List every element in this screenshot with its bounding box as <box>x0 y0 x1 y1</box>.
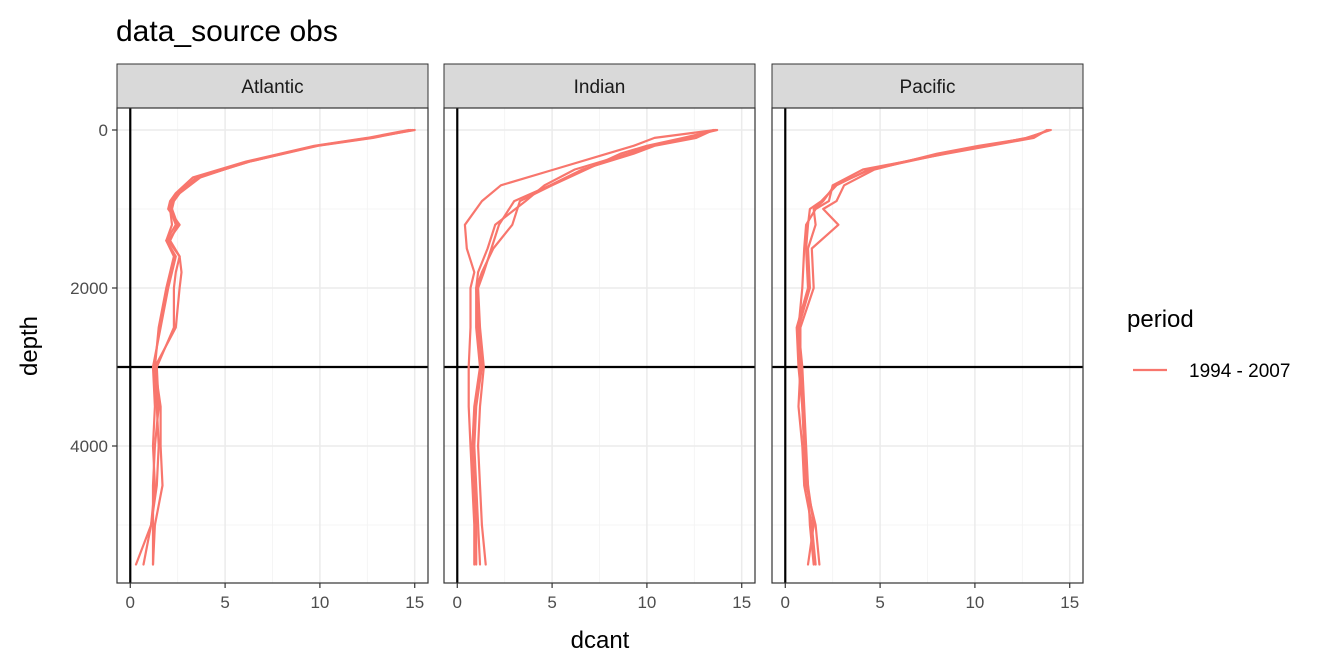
y-tick-label: 4000 <box>70 437 108 456</box>
facet-label: Indian <box>574 77 626 98</box>
series-line-1 <box>463 128 717 566</box>
legend-title: period <box>1127 306 1194 333</box>
x-tick-label: 0 <box>781 593 790 612</box>
y-tick-label: 0 <box>99 121 108 140</box>
panel-border <box>443 107 756 584</box>
x-tick-label: 0 <box>453 593 462 612</box>
x-tick-label: 10 <box>310 593 329 612</box>
facet-atlantic: Atlantic 0 5 10 15 <box>116 63 429 612</box>
x-tick-label: 5 <box>220 593 229 612</box>
chart-title: data_source obs <box>116 15 338 48</box>
x-tick-label: 0 <box>126 593 135 612</box>
x-tick-label: 10 <box>965 593 984 612</box>
x-tick-label: 15 <box>405 593 424 612</box>
facet-pacific: Pacific 0 5 10 15 <box>771 63 1084 612</box>
series-line-4 <box>151 128 412 566</box>
series-line-2 <box>471 128 717 566</box>
series-line-4 <box>797 128 1052 566</box>
x-tick-label: 15 <box>1060 593 1079 612</box>
facet-strip <box>771 63 1084 109</box>
legend: period 1994 - 2007 <box>1127 306 1290 382</box>
panel-border <box>116 107 429 584</box>
series-line-3 <box>799 128 1050 566</box>
facet-panels: Atlantic 0 5 10 15 Indian 0 5 10 15 Pacific 0 5 10 15 0… <box>70 63 1084 612</box>
panel-border <box>771 107 1084 584</box>
facet-indian: Indian 0 5 10 15 <box>443 63 756 612</box>
facet-strip <box>443 63 756 109</box>
x-tick-label: 10 <box>637 593 656 612</box>
y-axis-title: depth <box>16 316 43 376</box>
y-tick-label: 2000 <box>70 279 108 298</box>
facet-label: Atlantic <box>241 77 303 98</box>
facet-label: Pacific <box>900 77 956 98</box>
x-tick-label: 5 <box>547 593 556 612</box>
x-tick-label: 5 <box>875 593 884 612</box>
x-axis-title: dcant <box>571 627 630 654</box>
facet-strip <box>116 63 429 109</box>
legend-label: 1994 - 2007 <box>1189 361 1290 382</box>
series-line-4 <box>473 128 719 566</box>
x-tick-label: 15 <box>732 593 751 612</box>
